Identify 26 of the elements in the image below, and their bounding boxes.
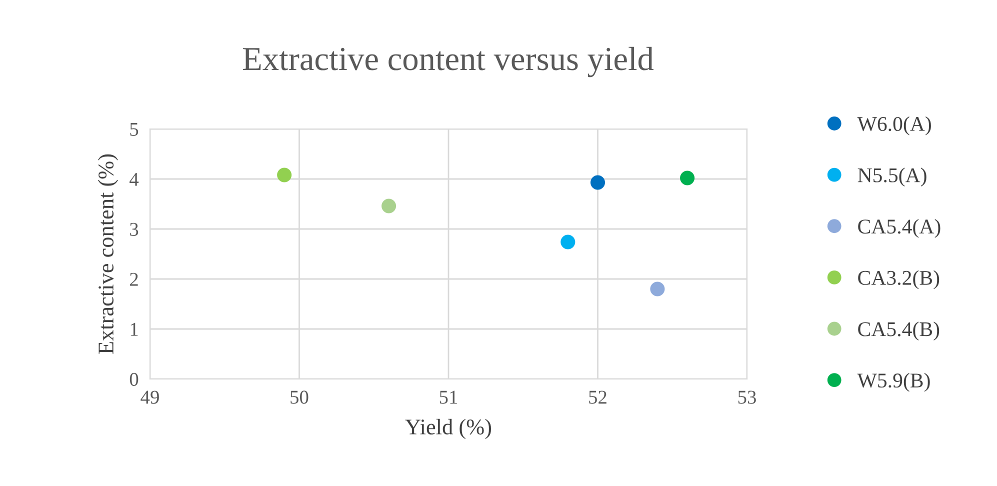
x-tick-label: 50 xyxy=(290,390,308,404)
y-tick-label: 5 xyxy=(130,123,138,136)
y-tick-label: 1 xyxy=(130,322,138,336)
x-tick-label: 51 xyxy=(440,390,458,404)
legend-label: W5.9(B) xyxy=(857,372,930,392)
x-tick-label: 49 xyxy=(140,390,159,404)
legend-label: CA3.2(B) xyxy=(858,270,940,290)
point xyxy=(382,198,396,214)
y-tick-label: 2 xyxy=(130,272,138,286)
x-axis-title: Yield (%) xyxy=(405,418,492,440)
legend-label: N5.5(A) xyxy=(858,168,926,187)
y-tick-label: 4 xyxy=(130,172,139,186)
chart-title: Extractive content versus yield xyxy=(243,46,654,78)
point xyxy=(680,170,695,186)
point xyxy=(590,175,606,190)
legend-label: CA5.4(B) xyxy=(858,322,940,340)
x-tick-label: 52 xyxy=(589,390,606,404)
point xyxy=(277,168,292,182)
y-tick-label: 0 xyxy=(130,372,138,386)
y-tick-label: 3 xyxy=(130,222,138,236)
point xyxy=(650,282,665,296)
legend-label: W6.0(A) xyxy=(857,116,931,136)
y-axis-title: Extractive content (%) xyxy=(98,154,118,354)
x-tick-label: 53 xyxy=(738,390,756,404)
legend-label: CA5.4(A) xyxy=(858,218,940,238)
point xyxy=(560,234,576,250)
